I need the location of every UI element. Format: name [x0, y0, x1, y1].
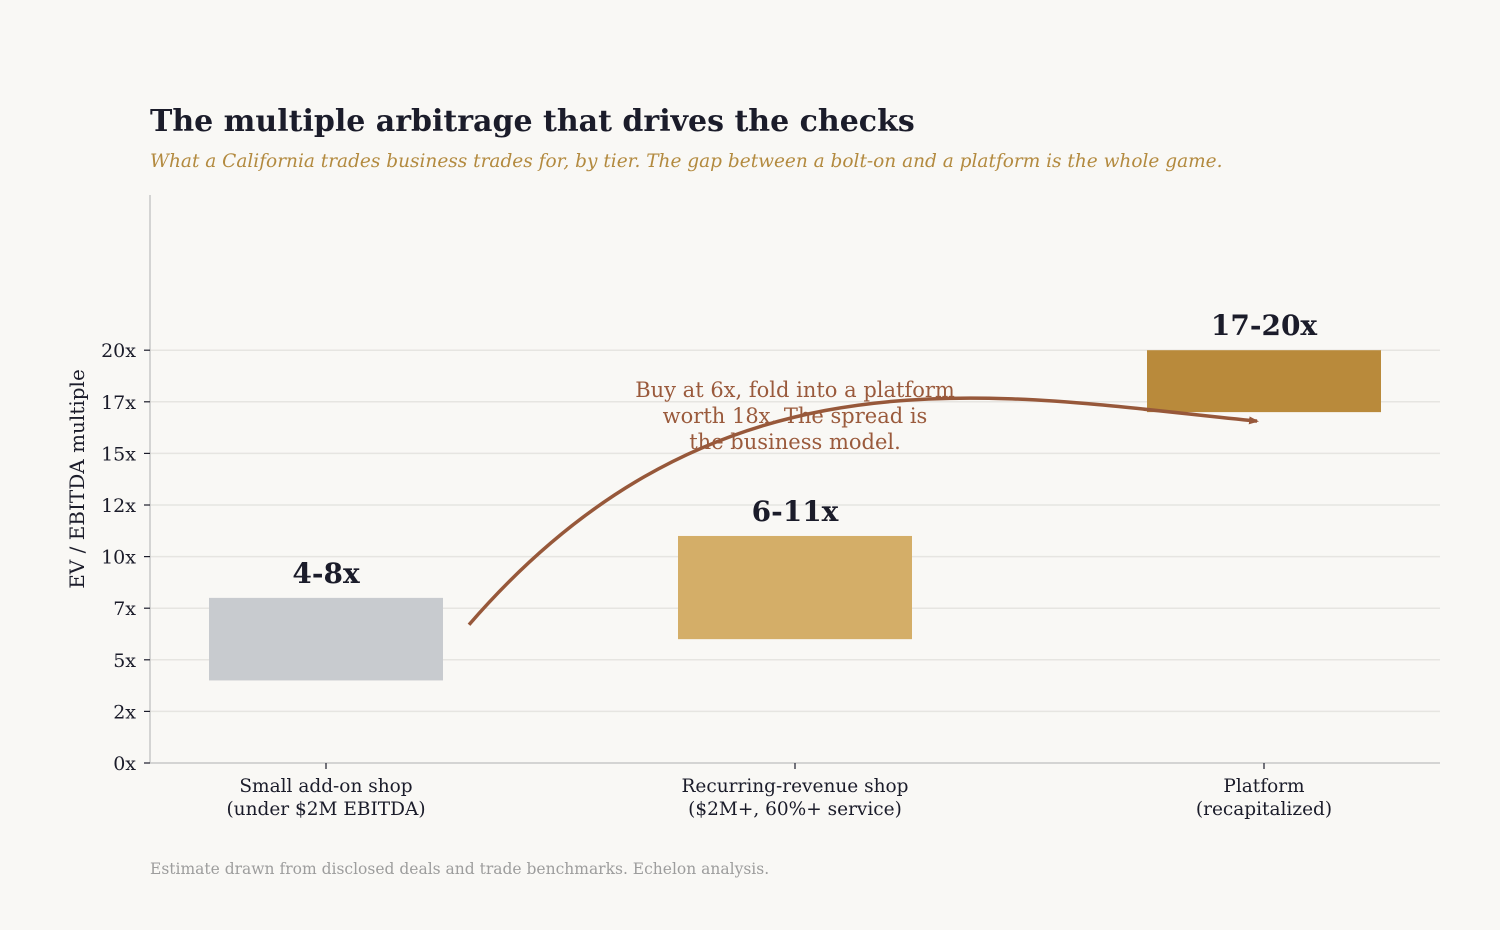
y-tick-label: 5x [113, 650, 136, 672]
range-label: 17-20x [1211, 309, 1318, 342]
annotation-line: the business model. [689, 430, 901, 454]
arbitrage-arrow [467, 396, 1259, 626]
chart-subtitle: What a California trades business trades… [150, 151, 1223, 172]
range-label: 6-11x [752, 495, 839, 528]
annotation [467, 396, 1259, 626]
range-bar-1 [209, 597, 443, 681]
range-bar-3 [1147, 350, 1381, 413]
category-sublabel: (recapitalized) [1196, 799, 1332, 820]
y-tick-label: 20x [101, 340, 136, 362]
range-bar-2 [678, 535, 912, 640]
source-footnote: Estimate drawn from disclosed deals and … [150, 860, 770, 878]
category-label: Platform [1223, 776, 1305, 797]
category-sublabel: (under $2M EBITDA) [226, 799, 425, 820]
y-tick-label: 2x [113, 701, 136, 723]
chart-title: The multiple arbitrage that drives the c… [150, 104, 915, 139]
y-tick-label: 10x [101, 547, 136, 569]
bars [209, 350, 1381, 681]
labels: 0x 2x 5x 7x 10x 12x 15x 17x 20x EV / EBITDA multi… [65, 309, 1332, 820]
axes [144, 195, 1440, 769]
y-tick-label: 7x [113, 598, 136, 620]
range-label: 4-8x [292, 557, 360, 590]
y-tick-label: 15x [101, 443, 136, 465]
y-tick-label: 17x [101, 392, 136, 414]
annotation-line: worth 18x. The spread is [663, 404, 928, 428]
category-label: Small add-on shop [239, 776, 412, 797]
y-tick-label: 12x [101, 495, 136, 517]
category-label: Recurring-revenue shop [681, 776, 908, 797]
y-tick-label: 0x [113, 753, 136, 775]
annotation-line: Buy at 6x, fold into a platform [635, 378, 955, 402]
y-axis-label: EV / EBITDA multiple [65, 369, 89, 589]
category-sublabel: ($2M+, 60%+ service) [688, 799, 902, 820]
